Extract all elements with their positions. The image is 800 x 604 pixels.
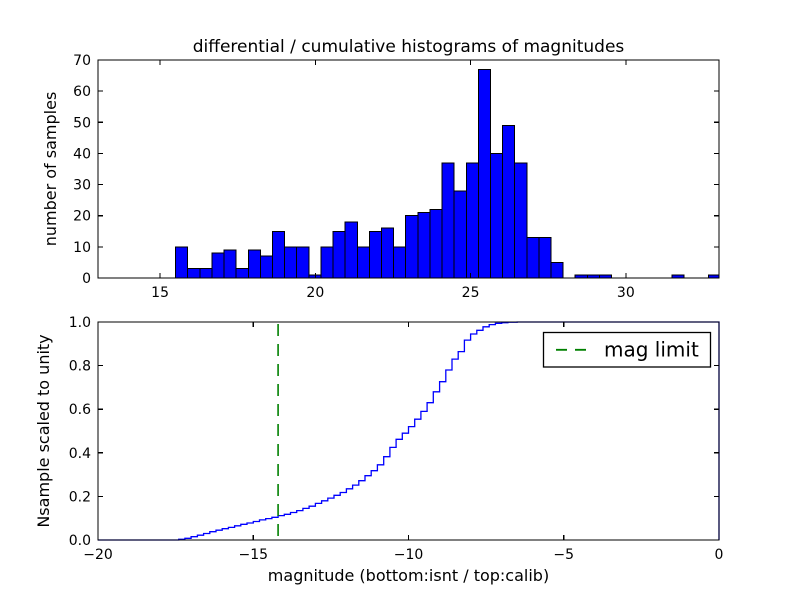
histogram-bar bbox=[502, 124, 516, 279]
top-y-axis-label: number of samples bbox=[41, 92, 60, 247]
x-tick-label: 15 bbox=[151, 285, 169, 301]
legend-box bbox=[542, 331, 712, 368]
histogram-bar bbox=[477, 68, 491, 279]
histogram-bar bbox=[380, 227, 395, 279]
y-tick-label: 40 bbox=[73, 146, 91, 162]
y-tick-label: 20 bbox=[73, 209, 91, 225]
y-tick-label: 30 bbox=[73, 178, 91, 194]
histogram-bar bbox=[368, 230, 382, 279]
histogram-bar bbox=[344, 221, 358, 279]
y-tick-label: 60 bbox=[73, 84, 91, 100]
cumulative-plot: −20 −15 −10 −5 0 0.0 0.2 0.4 0.6 0.8 1.0 bbox=[69, 315, 724, 563]
bottom-y-axis-label: Nsample scaled to unity bbox=[34, 334, 53, 527]
y-tick-label: 70 bbox=[73, 53, 91, 69]
histogram-bar bbox=[489, 152, 504, 279]
x-tick-label: −15 bbox=[238, 547, 268, 563]
histogram-bar bbox=[441, 162, 455, 279]
histogram-bar bbox=[296, 246, 310, 279]
histogram-bar bbox=[187, 268, 201, 279]
y-tick-label: 0 bbox=[82, 271, 91, 287]
x-tick-label: 25 bbox=[462, 285, 480, 301]
histogram-bars bbox=[175, 68, 720, 279]
x-tick-label: −10 bbox=[394, 547, 424, 563]
x-tick-label: 0 bbox=[715, 547, 724, 563]
legend: mag limit bbox=[542, 331, 712, 368]
y-tick-label: 10 bbox=[73, 240, 91, 256]
histogram-bar bbox=[320, 246, 334, 279]
y-tick-label: 0.6 bbox=[69, 402, 91, 418]
histogram-bar bbox=[356, 246, 370, 279]
top-histogram-plot: 15 20 25 30 0 10 20 30 40 50 60 70 bbox=[73, 53, 720, 301]
y-tick-label: 0.0 bbox=[69, 533, 91, 549]
histogram-bar bbox=[175, 246, 189, 279]
histogram-bar bbox=[550, 261, 564, 279]
x-axis-label: magnitude (bottom:isnt / top:calib) bbox=[268, 566, 549, 585]
histogram-bar bbox=[514, 162, 528, 279]
histogram-bar bbox=[465, 162, 479, 279]
x-tick-label: −20 bbox=[83, 547, 113, 563]
histogram-bar bbox=[429, 208, 443, 279]
histogram-bar bbox=[417, 212, 431, 279]
histogram-bar bbox=[453, 190, 467, 279]
histogram-bar bbox=[247, 249, 261, 279]
histogram-bar bbox=[235, 268, 249, 279]
histogram-bar bbox=[405, 215, 419, 279]
y-tick-label: 0.8 bbox=[69, 359, 91, 375]
x-tick-label: 20 bbox=[306, 285, 324, 301]
histogram-bar bbox=[332, 230, 346, 279]
histogram-bar bbox=[393, 246, 407, 279]
histogram-bar bbox=[199, 268, 213, 279]
y-tick-label: 0.4 bbox=[69, 446, 91, 462]
chart-title: differential / cumulative histograms of … bbox=[193, 37, 625, 57]
histogram-bar bbox=[211, 252, 225, 279]
y-tick-label: 1.0 bbox=[69, 315, 91, 331]
y-tick-label: 0.2 bbox=[69, 489, 91, 505]
histogram-bar bbox=[284, 246, 298, 279]
legend-label: mag limit bbox=[604, 338, 699, 362]
histogram-bar bbox=[259, 255, 274, 279]
y-tick-label: 50 bbox=[73, 115, 91, 131]
histogram-bar bbox=[538, 237, 552, 279]
cumulative-step-curve bbox=[98, 321, 720, 541]
axes-frame bbox=[97, 59, 720, 279]
histogram-bar bbox=[272, 230, 286, 279]
x-tick-label: −5 bbox=[553, 547, 574, 563]
histogram-bar bbox=[526, 237, 540, 279]
histogram-bar bbox=[223, 249, 237, 279]
x-tick-label: 30 bbox=[617, 285, 635, 301]
